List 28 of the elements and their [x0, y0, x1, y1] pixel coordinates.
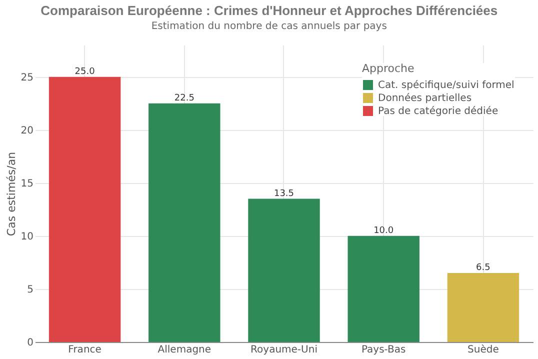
x-tick-label: Pays-Bas — [361, 344, 406, 356]
data-label: 10.0 — [374, 226, 394, 236]
legend-label: Pas de catégorie dédiée — [378, 106, 498, 117]
legend-label: Données partielles — [378, 93, 472, 104]
legend-label: Cat. spécifique/suivi formel — [378, 80, 514, 91]
data-label: 25.0 — [74, 66, 96, 77]
bar — [148, 103, 220, 342]
y-tick-label: 5 — [27, 284, 34, 296]
x-tick-label: Allemagne — [158, 344, 212, 356]
y-tick-label: 15 — [20, 178, 34, 190]
bar — [248, 198, 320, 342]
y-tick-label: 25 — [20, 72, 34, 84]
chart-title: Comparaison Européenne : Crimes d'Honneur et Approches Différenciées — [40, 3, 498, 18]
bar — [48, 76, 121, 342]
y-tick-label: 10 — [20, 231, 34, 242]
y-tick-label: 0 — [27, 338, 34, 348]
legend-title: Approche — [362, 62, 415, 75]
y-tick-label: 20 — [20, 125, 34, 136]
bar — [447, 273, 520, 342]
data-label: 13.5 — [274, 188, 294, 199]
chart-subtitle: Estimation du nombre de cas annuels par pays — [151, 21, 387, 32]
x-tick-label: France — [68, 344, 102, 356]
x-tick-label: Suède — [468, 344, 499, 356]
y-axis-title: Cas estimés/an — [4, 152, 18, 236]
data-label: 6.5 — [476, 263, 490, 274]
x-tick-label: Royaume-Uni — [250, 344, 318, 356]
data-label: 22.5 — [174, 93, 194, 104]
bar — [348, 236, 420, 342]
